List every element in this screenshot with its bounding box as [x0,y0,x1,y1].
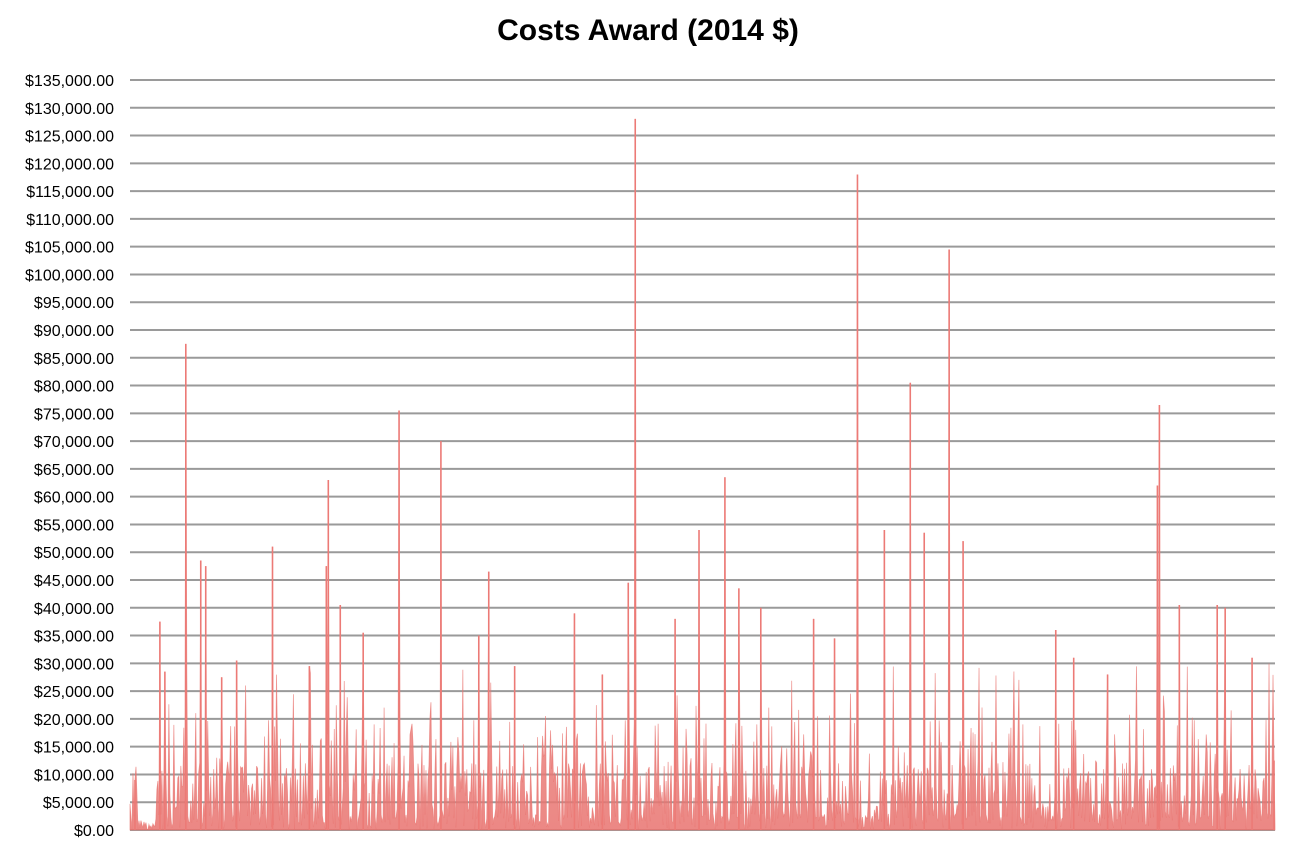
y-tick-label: $5,000.00 [43,795,114,812]
gridlines [130,80,1275,830]
y-tick-label: $30,000.00 [34,656,114,673]
y-tick-label: $95,000.00 [34,295,114,312]
y-tick-label: $135,000.00 [25,73,114,90]
y-tick-label: $85,000.00 [34,351,114,368]
y-tick-label: $55,000.00 [34,517,114,534]
y-tick-label: $40,000.00 [34,601,114,618]
y-tick-label: $125,000.00 [25,129,114,146]
y-tick-label: $130,000.00 [25,101,114,118]
y-tick-label: $20,000.00 [34,712,114,729]
y-tick-label: $65,000.00 [34,462,114,479]
y-tick-label: $105,000.00 [25,240,114,257]
y-tick-label: $35,000.00 [34,629,114,646]
y-tick-label: $110,000.00 [26,212,114,229]
y-tick-label: $80,000.00 [34,379,114,396]
y-tick-label: $45,000.00 [34,573,114,590]
y-axis-tick-labels: $0.00 $5,000.00 $10,000.00 $15,000.00 $20,00… [25,73,114,840]
y-tick-label: $25,000.00 [34,684,114,701]
y-tick-label: $100,000.00 [25,267,114,284]
y-tick-label: $115,000.00 [26,184,114,201]
y-tick-label: $120,000.00 [25,156,114,173]
y-tick-label: $60,000.00 [34,490,114,507]
y-tick-label: $0.00 [74,823,114,840]
series-area [130,119,1275,830]
y-tick-label: $75,000.00 [34,406,114,423]
costs-award-area [130,119,1275,830]
y-tick-label: $90,000.00 [34,323,114,340]
y-tick-label: $15,000.00 [34,740,114,757]
y-tick-label: $50,000.00 [34,545,114,562]
y-tick-label: $10,000.00 [34,767,114,784]
y-tick-label: $70,000.00 [34,434,114,451]
